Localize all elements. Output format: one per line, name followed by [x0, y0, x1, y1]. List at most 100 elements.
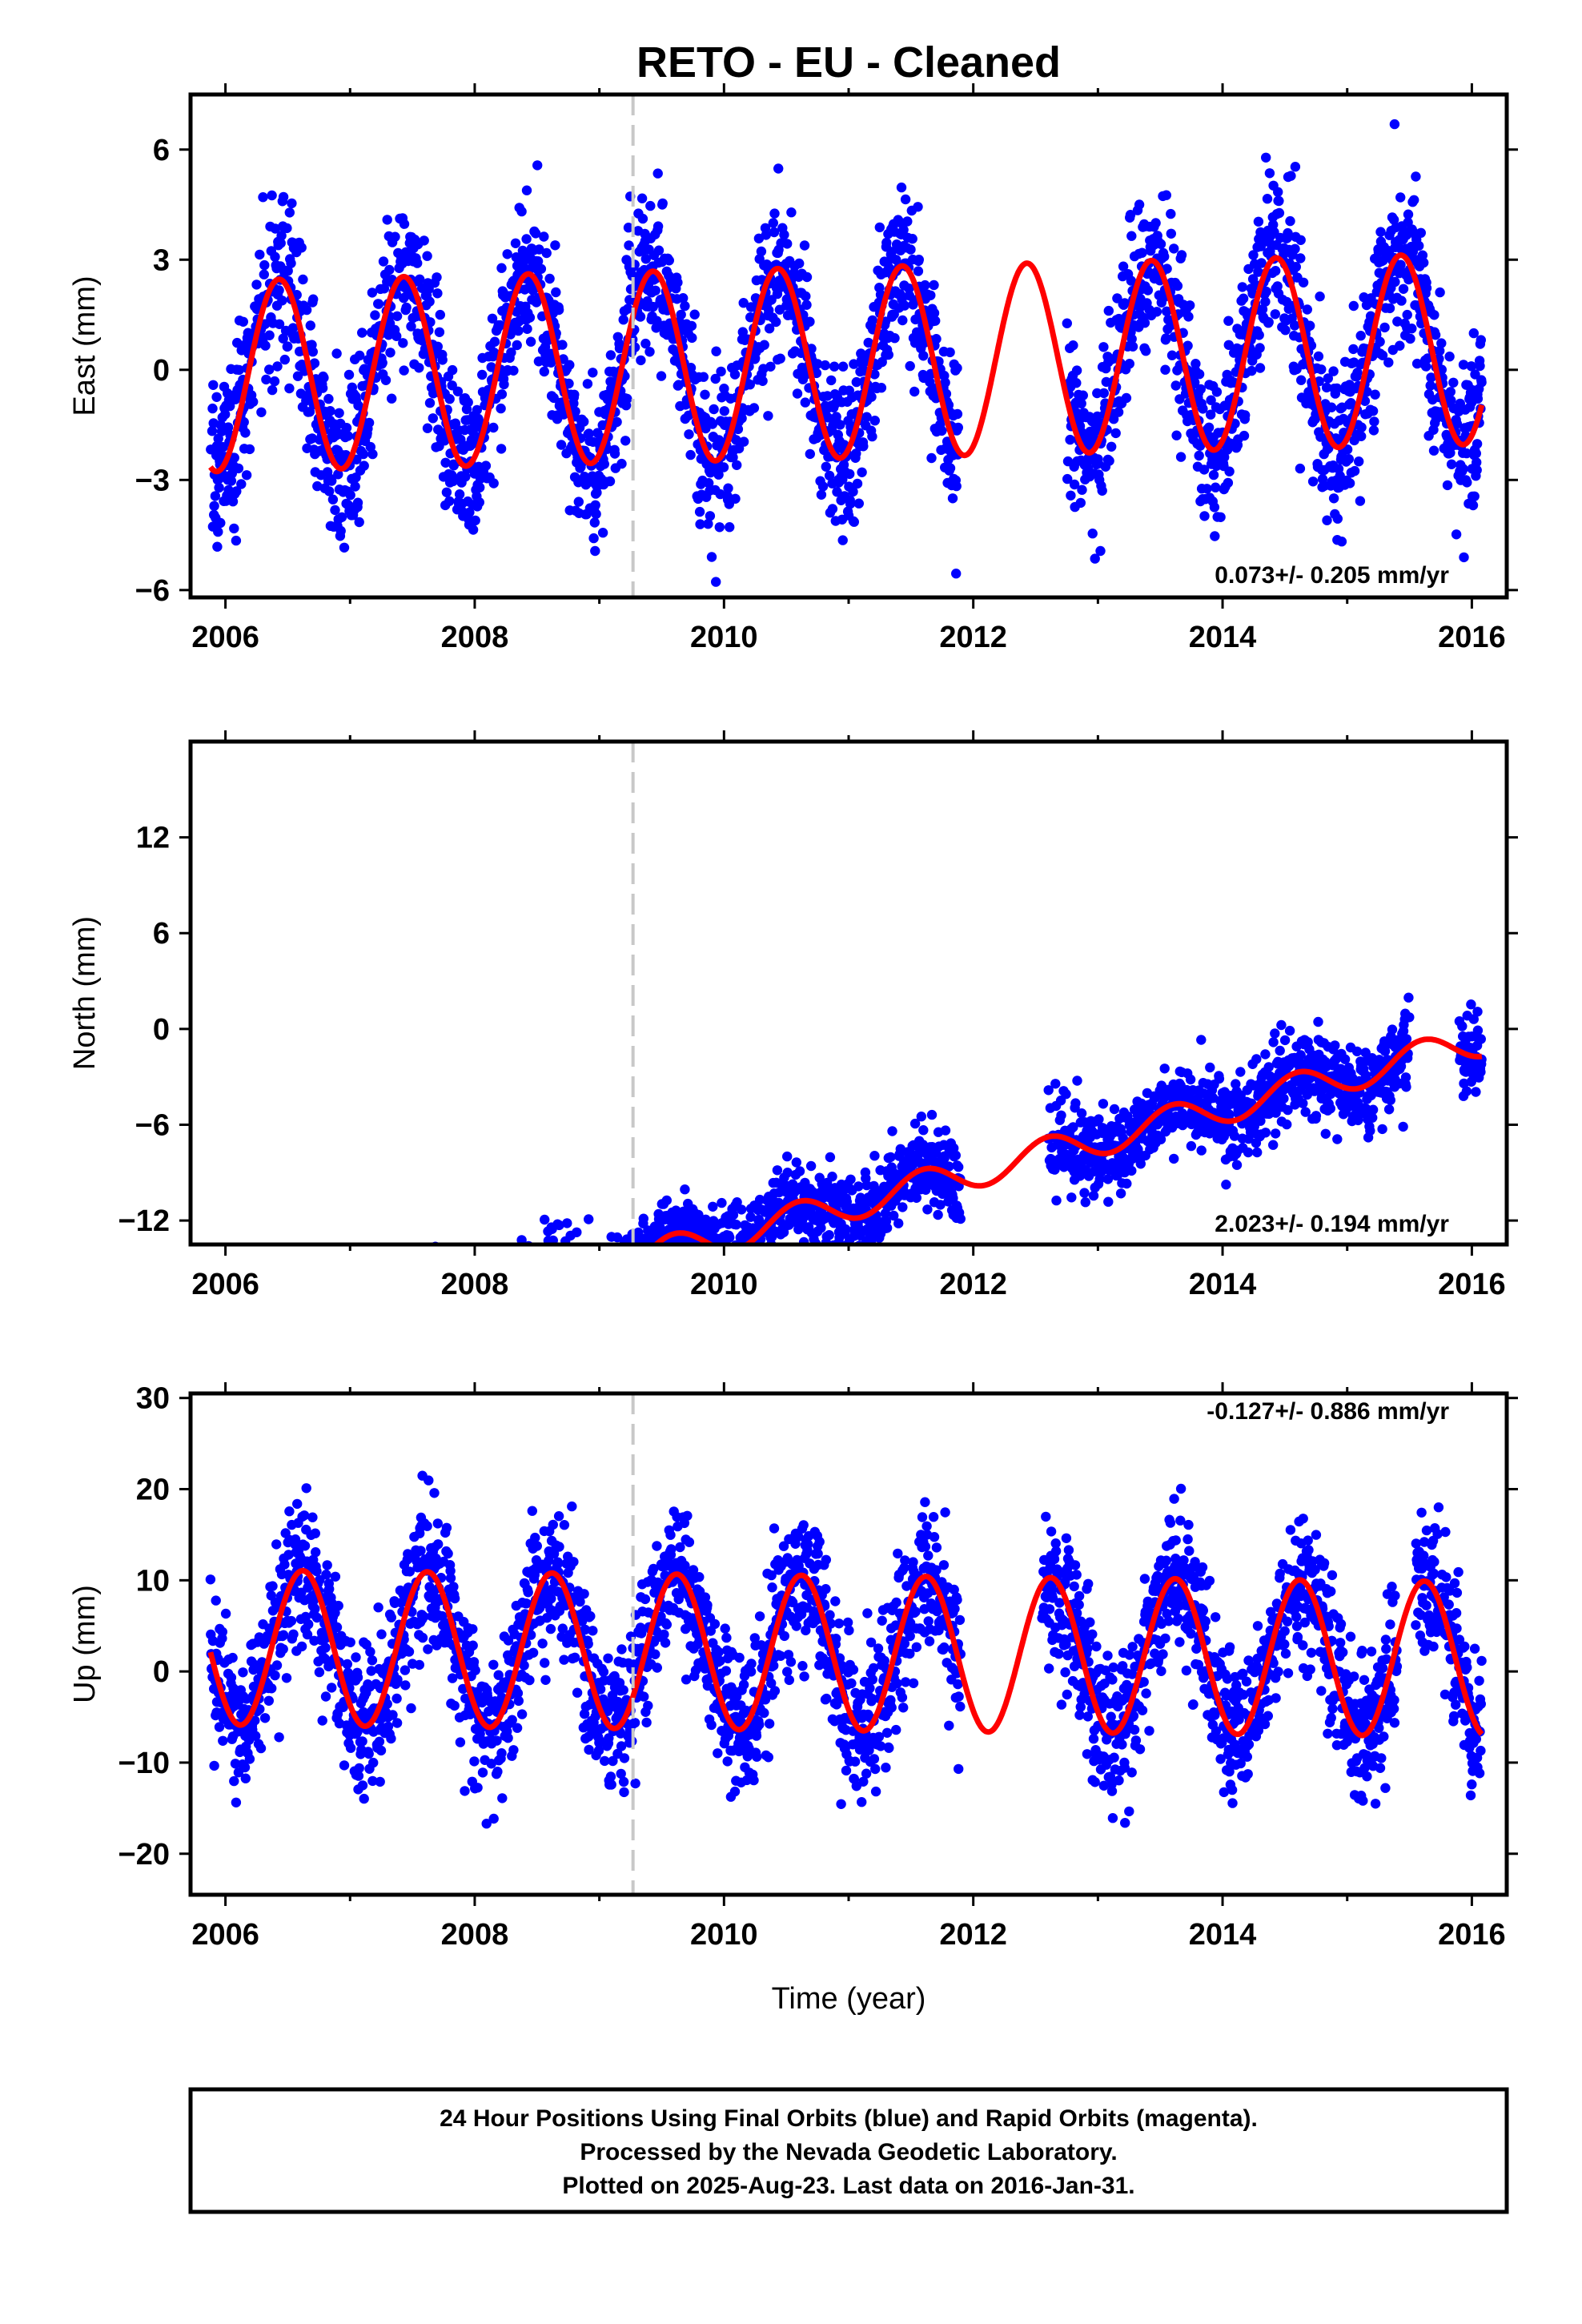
data-point: [457, 1321, 467, 1331]
data-point: [324, 1298, 334, 1308]
data-point: [285, 1346, 295, 1356]
data-point: [382, 215, 392, 225]
data-point: [768, 218, 778, 228]
data-point: [745, 1256, 755, 1266]
data-point: [588, 1291, 597, 1301]
data-point: [717, 1247, 727, 1256]
data-point: [1160, 364, 1170, 375]
data-point: [352, 1372, 362, 1381]
data-point: [595, 1278, 604, 1288]
data-point: [1065, 434, 1075, 445]
data-point: [498, 1332, 508, 1341]
data-point: [231, 486, 242, 497]
data-point: [394, 1298, 404, 1308]
data-point: [313, 1325, 323, 1335]
data-point: [534, 1323, 544, 1333]
data-point: [608, 1277, 618, 1286]
data-point: [559, 1291, 568, 1301]
data-point: [299, 1301, 308, 1311]
data-point: [1442, 480, 1453, 491]
data-point: [1162, 306, 1172, 316]
data-point: [284, 207, 295, 218]
data-point: [429, 1294, 439, 1304]
y-tick-label: 3: [153, 243, 170, 277]
data-point: [442, 1302, 452, 1312]
data-point: [1356, 431, 1367, 441]
data-point: [305, 1308, 315, 1317]
data-point: [593, 1265, 603, 1274]
data-point: [947, 493, 958, 504]
data-point: [782, 1151, 793, 1162]
data-point: [1101, 376, 1112, 388]
data-point: [771, 316, 781, 328]
data-point: [553, 1250, 563, 1260]
data-point: [624, 1269, 634, 1278]
data-point: [440, 1301, 449, 1310]
data-point: [307, 1318, 317, 1328]
data-point: [311, 1297, 320, 1307]
data-point: [236, 1404, 246, 1413]
data-point: [1375, 336, 1385, 347]
data-point: [574, 1253, 584, 1263]
data-point: [851, 376, 862, 388]
data-point: [592, 1291, 602, 1301]
data-point: [832, 1245, 841, 1255]
data-point: [711, 346, 721, 356]
data-point: [716, 366, 726, 377]
data-point: [528, 1289, 538, 1299]
data-point: [623, 1256, 632, 1266]
data-point: [1078, 390, 1089, 400]
data-point: [553, 304, 564, 316]
data-point: [1098, 1099, 1109, 1109]
data-point: [1134, 199, 1145, 210]
data-point: [539, 366, 549, 377]
data-point: [460, 1305, 470, 1315]
data-point: [231, 535, 242, 546]
data-point: [652, 316, 662, 326]
data-point: [261, 374, 271, 385]
data-point: [653, 245, 665, 255]
data-point: [267, 1317, 276, 1326]
data-point: [351, 1285, 360, 1294]
data-point: [596, 1301, 605, 1311]
data-point: [534, 244, 544, 255]
data-point: [317, 383, 328, 393]
data-point: [691, 1251, 701, 1261]
data-point: [1127, 341, 1138, 352]
data-point: [933, 1209, 943, 1220]
data-point: [851, 448, 861, 459]
data-point: [717, 1197, 727, 1208]
data-point: [287, 198, 297, 209]
data-point: [291, 1321, 300, 1331]
data-point: [652, 221, 664, 231]
data-point: [1254, 330, 1264, 340]
data-point: [661, 1257, 671, 1267]
data-point: [400, 1309, 409, 1319]
data-point: [420, 1289, 429, 1299]
x-tick-label: 2006: [191, 621, 259, 654]
data-point: [360, 1320, 370, 1329]
data-point: [585, 1280, 595, 1289]
data-point: [277, 296, 287, 306]
data-point: [244, 444, 255, 455]
data-point: [258, 192, 268, 203]
data-point: [353, 1350, 363, 1360]
data-point: [616, 1293, 625, 1303]
data-point: [309, 1301, 319, 1311]
data-point: [612, 1250, 621, 1260]
data-point: [1295, 463, 1306, 474]
data-point: [422, 251, 432, 261]
data-point: [247, 1357, 257, 1366]
data-point: [881, 237, 892, 248]
data-point: [425, 1311, 435, 1321]
data-point: [591, 1258, 600, 1268]
data-point: [231, 1351, 240, 1361]
data-point: [824, 1230, 834, 1240]
data-point: [604, 1281, 614, 1290]
data-point: [560, 1281, 569, 1290]
data-point: [482, 1331, 492, 1341]
data-point: [327, 1364, 336, 1373]
data-point: [510, 238, 521, 248]
data-point: [506, 347, 516, 358]
data-point: [727, 1252, 737, 1261]
